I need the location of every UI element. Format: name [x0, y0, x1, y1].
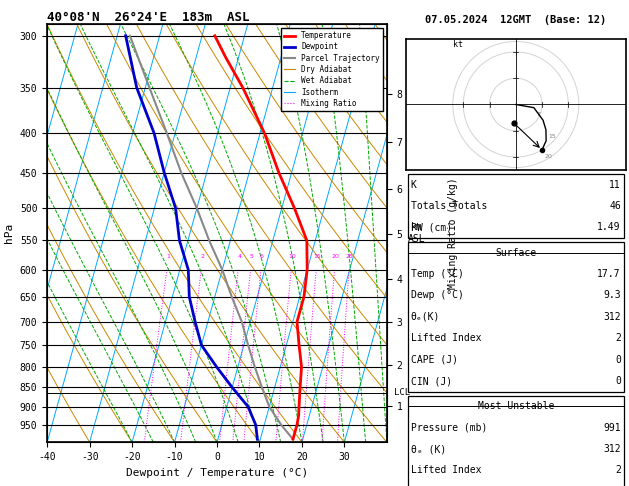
Text: K: K — [411, 180, 416, 190]
Text: CAPE (J): CAPE (J) — [411, 355, 458, 364]
Text: Totals Totals: Totals Totals — [411, 201, 487, 211]
Text: 991: 991 — [603, 423, 621, 433]
Text: 0: 0 — [615, 355, 621, 364]
Text: 7: 7 — [537, 112, 540, 117]
Text: 9.3: 9.3 — [603, 291, 621, 300]
Text: LCL: LCL — [394, 388, 409, 397]
Text: 07.05.2024  12GMT  (Base: 12): 07.05.2024 12GMT (Base: 12) — [425, 15, 606, 25]
Text: Surface: Surface — [495, 248, 537, 258]
Text: CIN (J): CIN (J) — [411, 376, 452, 386]
Text: 5: 5 — [250, 255, 253, 260]
Text: Mixing Ratio (g/kg): Mixing Ratio (g/kg) — [448, 177, 458, 289]
Text: 2: 2 — [201, 255, 204, 260]
Text: 2: 2 — [615, 466, 621, 475]
Text: 11: 11 — [609, 180, 621, 190]
Text: Temp (°C): Temp (°C) — [411, 269, 464, 279]
Text: Most Unstable: Most Unstable — [477, 401, 554, 411]
Text: 40°08'N  26°24'E  183m  ASL: 40°08'N 26°24'E 183m ASL — [47, 11, 250, 24]
Text: θₑ(K): θₑ(K) — [411, 312, 440, 322]
Text: 10: 10 — [288, 255, 296, 260]
Text: 15: 15 — [548, 134, 556, 139]
Text: 1.49: 1.49 — [598, 223, 621, 232]
Text: kt: kt — [453, 40, 463, 49]
Text: Dewp (°C): Dewp (°C) — [411, 291, 464, 300]
Text: 6: 6 — [260, 255, 264, 260]
Text: 20: 20 — [331, 255, 339, 260]
Text: 2: 2 — [615, 333, 621, 343]
X-axis label: Dewpoint / Temperature (°C): Dewpoint / Temperature (°C) — [126, 468, 308, 478]
Text: Lifted Index: Lifted Index — [411, 333, 481, 343]
Text: 15: 15 — [313, 255, 321, 260]
Text: θₑ (K): θₑ (K) — [411, 444, 446, 454]
Text: 20: 20 — [545, 154, 552, 159]
Text: Pressure (mb): Pressure (mb) — [411, 423, 487, 433]
Text: PW (cm): PW (cm) — [411, 223, 452, 232]
Text: 17.7: 17.7 — [598, 269, 621, 279]
Y-axis label: km
ASL: km ASL — [408, 223, 425, 244]
Y-axis label: hPa: hPa — [4, 223, 14, 243]
Text: 312: 312 — [603, 312, 621, 322]
Text: 1: 1 — [166, 255, 170, 260]
Text: 4: 4 — [237, 255, 242, 260]
Text: 312: 312 — [603, 444, 621, 454]
Text: 25: 25 — [346, 255, 353, 260]
Text: 46: 46 — [609, 201, 621, 211]
Text: 0: 0 — [615, 376, 621, 386]
Legend: Temperature, Dewpoint, Parcel Trajectory, Dry Adiabat, Wet Adiabat, Isotherm, Mi: Temperature, Dewpoint, Parcel Trajectory… — [281, 28, 383, 111]
Text: Lifted Index: Lifted Index — [411, 466, 481, 475]
